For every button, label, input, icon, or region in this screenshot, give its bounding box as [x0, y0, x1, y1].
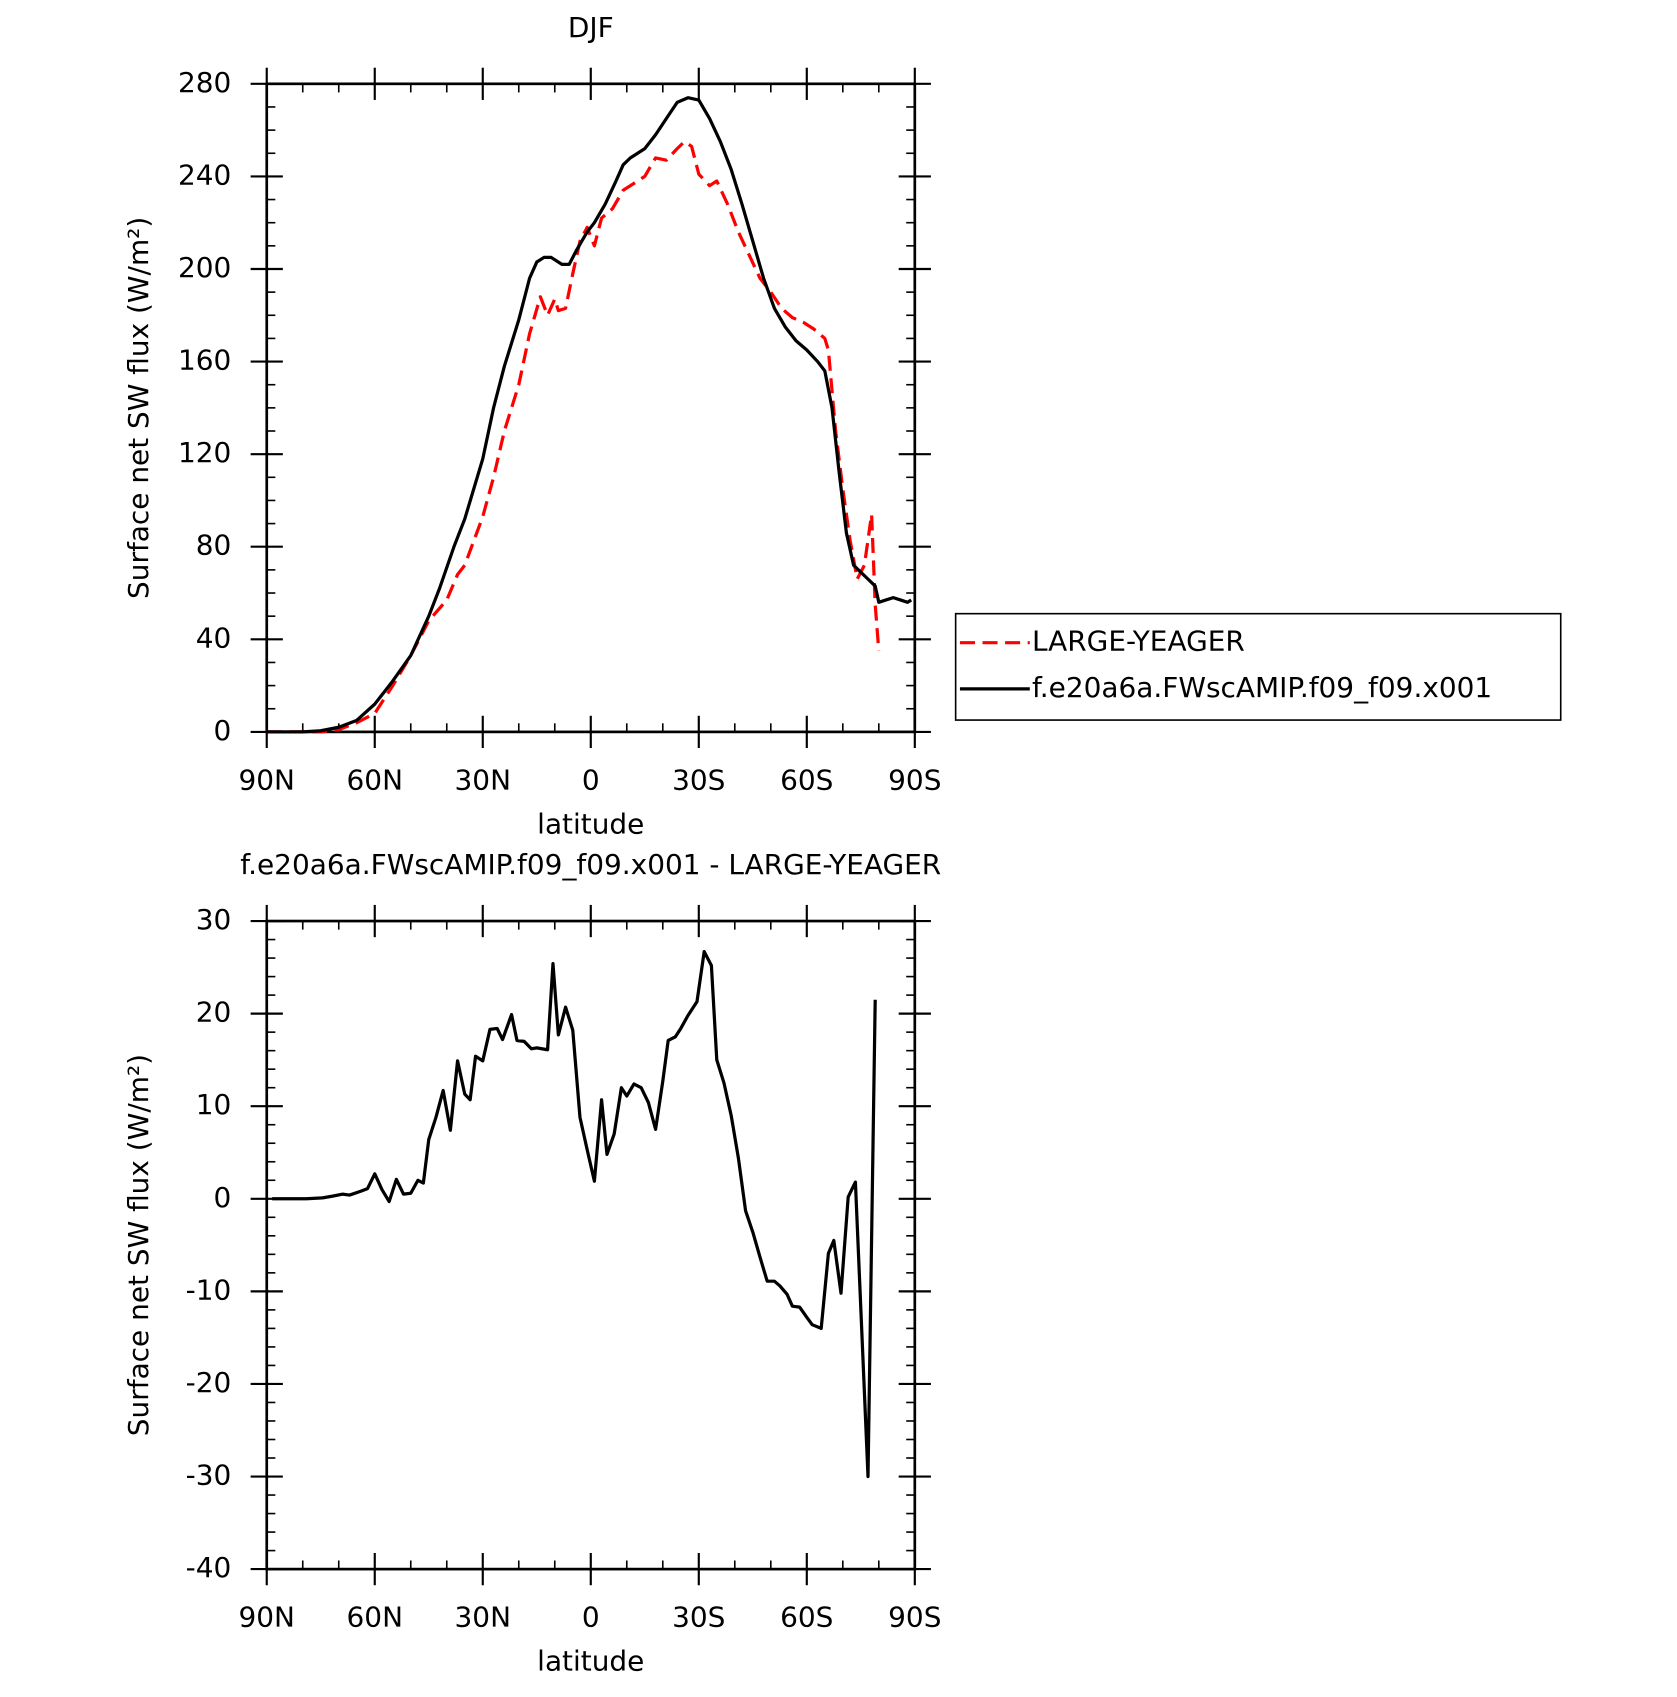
- y-tick-label: 30: [196, 903, 232, 936]
- y-tick-label: 240: [178, 158, 231, 191]
- y-tick-label: 280: [178, 66, 231, 99]
- y-tick-label: -30: [186, 1459, 232, 1492]
- x-tick-label: 0: [582, 763, 600, 796]
- x-tick-label: 30S: [672, 1601, 725, 1634]
- series-line: [266, 140, 881, 734]
- y-axis-label: Surface net SW flux (W/m²): [122, 1054, 155, 1436]
- y-tick-label: 40: [196, 621, 232, 654]
- series-line: [272, 949, 877, 1479]
- legend-box: [954, 612, 1562, 721]
- x-tick-label: 90S: [888, 1601, 941, 1634]
- y-tick-label: -10: [186, 1273, 232, 1306]
- y-tick-label: 160: [178, 344, 231, 377]
- x-tick-label: 30S: [672, 763, 725, 796]
- x-axis-label: latitude: [537, 807, 644, 840]
- y-tick-label: 0: [213, 714, 231, 747]
- legend-label: LARGE-YEAGER: [1032, 625, 1245, 658]
- x-tick-label: 90S: [888, 763, 941, 796]
- x-tick-label: 30N: [455, 763, 511, 796]
- y-tick-label: 80: [196, 529, 232, 562]
- y-tick-label: 0: [213, 1181, 231, 1214]
- chart-title: f.e20a6a.FWscAMIP.f09_f09.x001 - LARGE-Y…: [240, 848, 941, 881]
- x-tick-label: 60N: [347, 1601, 403, 1634]
- y-tick-label: -40: [186, 1551, 232, 1584]
- legend-label: f.e20a6a.FWscAMIP.f09_f09.x001: [1032, 671, 1492, 704]
- y-axis-label: Surface net SW flux (W/m²): [122, 217, 155, 599]
- series-line: [266, 96, 913, 734]
- chart-title: DJF: [568, 11, 614, 44]
- y-tick-label: -20: [186, 1366, 232, 1399]
- plot-frame: [265, 919, 917, 1571]
- y-tick-label: 120: [178, 436, 231, 469]
- x-tick-label: 60S: [780, 763, 833, 796]
- y-tick-label: 10: [196, 1088, 232, 1121]
- plot-frame: [265, 82, 917, 734]
- x-tick-label: 90N: [239, 1601, 295, 1634]
- y-tick-label: 200: [178, 251, 231, 284]
- y-tick-label: 20: [196, 996, 232, 1029]
- x-tick-label: 60N: [347, 763, 403, 796]
- x-tick-label: 0: [582, 1601, 600, 1634]
- x-axis-label: latitude: [537, 1645, 644, 1678]
- x-tick-label: 90N: [239, 763, 295, 796]
- x-tick-label: 60S: [780, 1601, 833, 1634]
- x-tick-label: 30N: [455, 1601, 511, 1634]
